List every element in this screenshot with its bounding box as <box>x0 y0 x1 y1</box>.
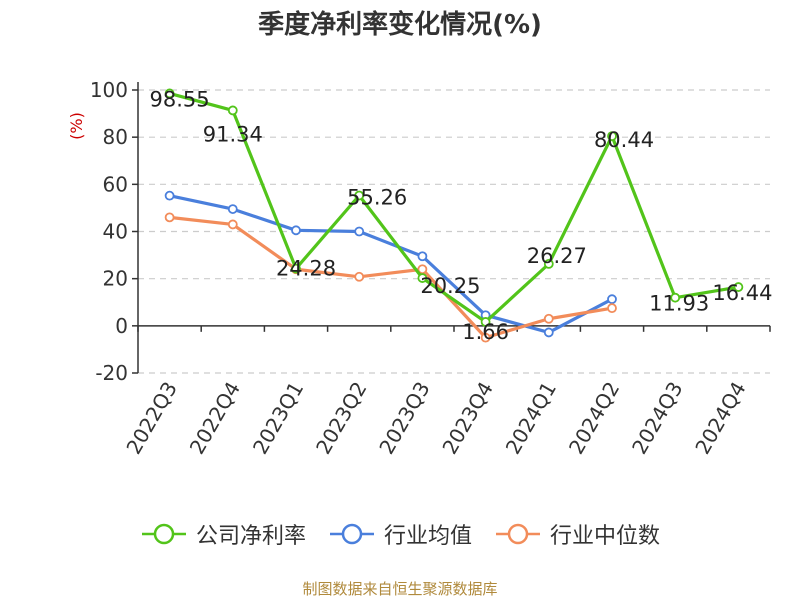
y-tick-label: 100 <box>90 78 128 102</box>
data-label: 11.93 <box>649 292 709 316</box>
data-point <box>543 313 554 324</box>
data-label: 20.25 <box>420 274 480 298</box>
series-lines <box>164 88 744 343</box>
x-tick-label: 2024Q2 <box>564 378 624 459</box>
legend-item[interactable]: 行业均值 <box>328 518 472 550</box>
data-point <box>480 332 491 343</box>
series-line <box>169 215 613 340</box>
legend-item[interactable]: 行业中位数 <box>494 518 660 550</box>
data-point <box>417 251 428 262</box>
data-point <box>354 226 365 237</box>
data-point <box>417 273 428 283</box>
data-point <box>670 292 681 303</box>
data-label: 16.44 <box>712 281 772 305</box>
legend-label: 行业中位数 <box>550 524 661 549</box>
data-point <box>164 88 175 99</box>
legend-item[interactable]: 公司净利率 <box>140 518 306 550</box>
y-tick-label: 60 <box>103 172 128 196</box>
x-tick-label: 2024Q3 <box>627 378 687 459</box>
y-tick-label: 40 <box>103 220 128 244</box>
data-point <box>733 282 744 292</box>
series-line <box>169 91 739 324</box>
data-point <box>354 271 365 282</box>
data-point <box>607 294 617 305</box>
data-label: 91.34 <box>203 122 263 146</box>
x-tick-label: 2023Q3 <box>374 378 434 459</box>
y-axis-label: (%) <box>67 112 86 140</box>
x-tick-label: 2024Q4 <box>690 378 750 459</box>
legend-line-circle-icon <box>496 523 540 545</box>
chart-title: 季度净利率变化情况(%) <box>258 10 542 40</box>
y-tick-label: 20 <box>103 267 128 291</box>
data-label: 98.55 <box>150 87 210 111</box>
data-label: 24.28 <box>276 257 336 281</box>
data-point <box>354 190 365 201</box>
x-tick-label: 2022Q4 <box>185 378 245 459</box>
y-tick-label: 0 <box>115 314 128 338</box>
x-tick-label: 2023Q2 <box>311 378 371 459</box>
legend-line-circle-icon <box>141 523 186 545</box>
data-label: 80.44 <box>594 128 654 152</box>
y-tick-label: 80 <box>103 125 128 149</box>
data-point <box>164 190 175 201</box>
data-point <box>291 263 301 274</box>
data-point <box>227 204 238 214</box>
data-point <box>164 212 175 223</box>
data-point <box>607 303 617 314</box>
x-tick-label: 2023Q1 <box>248 378 308 459</box>
y-tick-label: -20 <box>95 361 128 385</box>
data-point <box>291 225 301 236</box>
data-point <box>543 258 554 269</box>
data-point <box>543 327 554 338</box>
data-labels: 98.55 91.34 24.28 55.26 20.25 1.66 26.27 80.44 1… <box>150 87 773 343</box>
data-label: 55.26 <box>347 186 407 210</box>
legend-label: 公司净利率 <box>195 524 306 549</box>
data-label: 1.66 <box>462 320 509 344</box>
series-line <box>169 194 613 335</box>
data-point <box>607 131 617 142</box>
data-point <box>227 219 238 230</box>
legend-label: 行业均值 <box>383 524 472 549</box>
source-note: 制图数据来自恒生聚源数据库 <box>302 580 498 598</box>
data-point <box>480 317 491 327</box>
data-label: 26.27 <box>527 244 587 268</box>
x-tick-label: 2024Q1 <box>501 378 561 459</box>
legend: 公司净利率 行业均值 行业中位数 <box>0 518 800 550</box>
data-point <box>227 105 238 116</box>
legend-line-circle-icon <box>329 523 374 545</box>
x-tick-label: 2023Q4 <box>437 377 497 458</box>
x-tick-label: 2022Q3 <box>121 378 181 459</box>
